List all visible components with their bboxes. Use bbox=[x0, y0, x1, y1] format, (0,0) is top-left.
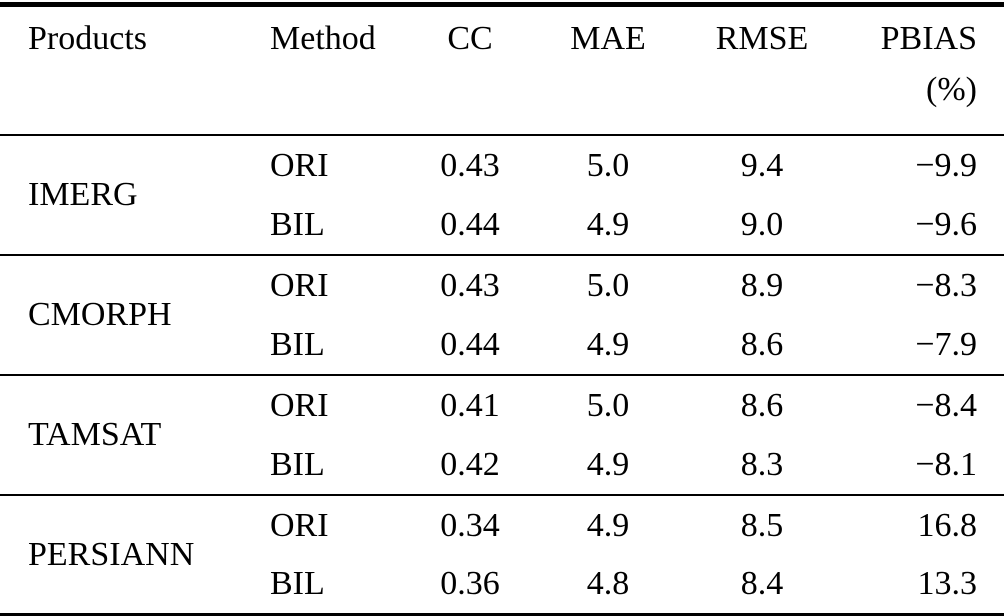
mae-value: 4.9 bbox=[586, 445, 630, 483]
method-cell: ORI bbox=[270, 146, 329, 184]
product-cell: CMORPH bbox=[28, 296, 172, 334]
product-cell: PERSIANN bbox=[28, 535, 195, 573]
pbias-value: −8.4 bbox=[915, 386, 977, 424]
table-row: PERSIANN ORI 0.34 4.9 8.5 16.8 bbox=[0, 495, 1004, 573]
rmse-value: 8.9 bbox=[740, 266, 784, 304]
header-pbias-unit: (%) bbox=[926, 71, 977, 109]
rmse-value: 8.3 bbox=[740, 445, 784, 483]
rmse-value: 8.6 bbox=[740, 325, 784, 363]
product-group-tamsat: TAMSAT ORI 0.41 5.0 8.6 −8.4 BIL 0.42 4.… bbox=[0, 375, 1004, 495]
table-row: BIL 0.36 4.8 8.4 13.3 bbox=[0, 555, 1004, 615]
header-cc: CC bbox=[390, 4, 550, 136]
product-cell: IMERG bbox=[28, 176, 138, 214]
cc-value: 0.43 bbox=[440, 266, 500, 304]
method-cell: BIL bbox=[270, 445, 325, 483]
product-group-imerg: IMERG ORI 0.43 5.0 9.4 −9.9 BIL 0.44 4.9… bbox=[0, 135, 1004, 255]
rmse-value: 9.4 bbox=[740, 146, 784, 184]
mae-value: 4.9 bbox=[586, 506, 630, 544]
table-row: BIL 0.42 4.9 8.3 −8.1 bbox=[0, 435, 1004, 495]
table-row: TAMSAT ORI 0.41 5.0 8.6 −8.4 bbox=[0, 375, 1004, 454]
method-cell: ORI bbox=[270, 386, 329, 424]
header-rmse: RMSE bbox=[666, 4, 858, 136]
rmse-value: 9.0 bbox=[740, 205, 784, 243]
mae-value: 4.9 bbox=[586, 325, 630, 363]
header-pbias: PBIAS (%) bbox=[858, 4, 1004, 136]
pbias-value: −9.9 bbox=[915, 146, 977, 184]
mae-value: 4.8 bbox=[586, 565, 630, 603]
pbias-value: −8.3 bbox=[915, 266, 977, 304]
method-cell: BIL bbox=[270, 565, 325, 603]
cc-value: 0.44 bbox=[440, 205, 500, 243]
table-row: BIL 0.44 4.9 8.6 −7.9 bbox=[0, 315, 1004, 375]
product-group-persiann: PERSIANN ORI 0.34 4.9 8.5 16.8 BIL 0.36 … bbox=[0, 495, 1004, 615]
cc-value: 0.34 bbox=[440, 506, 500, 544]
cc-value: 0.36 bbox=[440, 565, 500, 603]
cc-value: 0.41 bbox=[440, 386, 500, 424]
header-mae: MAE bbox=[550, 4, 666, 136]
mae-value: 5.0 bbox=[586, 146, 630, 184]
mae-value: 5.0 bbox=[586, 266, 630, 304]
rmse-value: 8.5 bbox=[740, 506, 784, 544]
header-pbias-label: PBIAS bbox=[880, 20, 977, 57]
header-method: Method bbox=[240, 4, 390, 136]
header-row: Products Method CC MAE RMSE PBIAS (%) bbox=[0, 4, 1004, 136]
header-products: Products bbox=[0, 4, 240, 136]
pbias-value: 13.3 bbox=[917, 565, 978, 603]
product-cell: TAMSAT bbox=[28, 416, 162, 454]
table-row: BIL 0.44 4.9 9.0 −9.6 bbox=[0, 195, 1004, 255]
method-cell: BIL bbox=[270, 325, 325, 363]
rmse-value: 8.4 bbox=[740, 565, 784, 603]
rmse-value: 8.6 bbox=[740, 386, 784, 424]
cc-value: 0.43 bbox=[440, 146, 500, 184]
pbias-value: −7.9 bbox=[915, 325, 977, 363]
mae-value: 4.9 bbox=[586, 205, 630, 243]
table-row: CMORPH ORI 0.43 5.0 8.9 −8.3 bbox=[0, 255, 1004, 334]
cc-value: 0.42 bbox=[440, 445, 500, 483]
pbias-value: 16.8 bbox=[917, 506, 978, 544]
pbias-value: −9.6 bbox=[915, 205, 977, 243]
method-cell: BIL bbox=[270, 205, 325, 243]
pbias-value: −8.1 bbox=[915, 445, 977, 483]
method-cell: ORI bbox=[270, 506, 329, 544]
table-row: IMERG ORI 0.43 5.0 9.4 −9.9 bbox=[0, 135, 1004, 214]
mae-value: 5.0 bbox=[586, 386, 630, 424]
method-cell: ORI bbox=[270, 266, 329, 304]
product-group-cmorph: CMORPH ORI 0.43 5.0 8.9 −8.3 BIL 0.44 4.… bbox=[0, 255, 1004, 375]
cc-value: 0.44 bbox=[440, 325, 500, 363]
